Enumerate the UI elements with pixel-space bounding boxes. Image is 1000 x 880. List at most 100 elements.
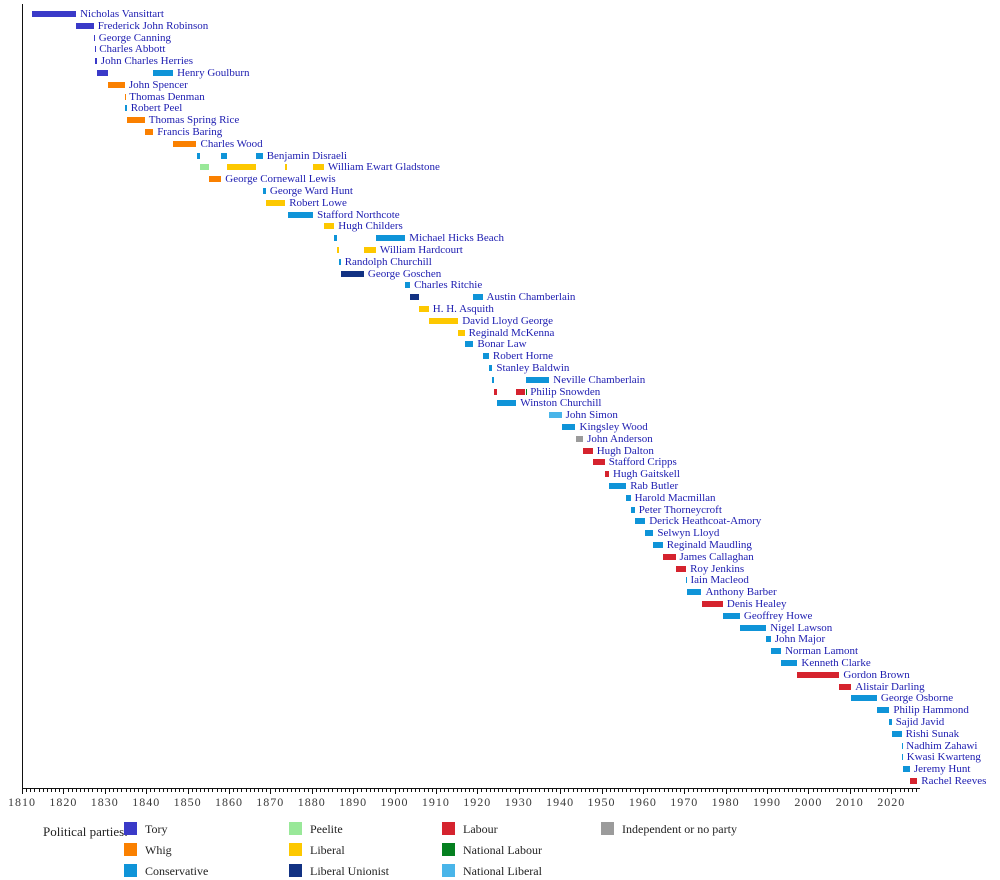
x-axis-minor-tick xyxy=(547,789,549,792)
x-axis-minor-tick xyxy=(618,789,619,792)
chancellor-name: George Cornewall Lewis xyxy=(225,173,336,186)
x-axis-tick-label: 1960 xyxy=(628,795,657,809)
x-axis-minor-tick xyxy=(688,789,690,792)
term-bar xyxy=(428,317,459,324)
x-axis-minor-tick xyxy=(411,789,413,792)
chancellor-name: John Major xyxy=(774,633,826,646)
term-bar xyxy=(313,164,324,171)
x-axis-minor-tick xyxy=(150,789,152,792)
chancellor-name: Charles Ritchie xyxy=(414,279,483,292)
x-axis-minor-tick xyxy=(721,789,723,792)
legend-swatch-national_labour xyxy=(442,843,455,856)
term-bar xyxy=(488,365,493,371)
term-bar xyxy=(153,70,174,76)
x-axis-minor-tick xyxy=(361,789,363,792)
x-axis-minor-tick xyxy=(200,789,201,792)
x-axis-major-tick xyxy=(642,789,644,794)
chancellor-name: Peter Thorneycroft xyxy=(638,503,722,516)
chancellor-name: Winston Churchill xyxy=(520,397,602,410)
x-axis-minor-tick xyxy=(663,789,665,792)
x-axis-minor-tick xyxy=(771,789,773,792)
x-axis-minor-tick xyxy=(626,789,628,792)
x-axis-minor-tick xyxy=(676,789,677,792)
term-bar xyxy=(634,518,646,525)
chancellor-name: Stafford Cripps xyxy=(608,456,677,469)
term-bar xyxy=(739,624,767,631)
chancellor-name: Norman Lamont xyxy=(785,645,859,658)
chancellor-name: Nadhim Zahawi xyxy=(906,739,978,752)
x-axis-minor-tick xyxy=(51,789,52,792)
x-axis-minor-tick xyxy=(671,789,673,792)
x-axis-minor-tick xyxy=(121,789,123,792)
chancellor-name: Randolph Churchill xyxy=(344,255,432,268)
x-axis-minor-tick xyxy=(191,789,193,792)
x-axis-tick-label: 1900 xyxy=(380,795,409,809)
term-bar xyxy=(662,553,676,560)
x-axis-major-tick xyxy=(394,789,396,794)
x-axis-tick-label: 1930 xyxy=(504,795,533,809)
x-axis-minor-tick xyxy=(862,789,864,792)
term-bar xyxy=(458,329,465,336)
x-axis-minor-tick xyxy=(779,789,781,792)
term-bar xyxy=(76,22,94,29)
term-bar xyxy=(561,424,576,430)
x-axis-minor-tick xyxy=(42,789,44,792)
x-axis-minor-tick xyxy=(899,789,901,792)
x-axis-major-tick xyxy=(146,789,148,794)
x-axis-minor-tick xyxy=(423,789,425,792)
chancellor-name: Nigel Lawson xyxy=(770,621,833,634)
x-axis-tick-label: 1970 xyxy=(670,795,699,809)
term-bar xyxy=(909,778,918,784)
x-axis-minor-tick xyxy=(166,789,168,792)
legend-swatch-labour xyxy=(442,822,455,835)
chancellor-name: Rachel Reeves xyxy=(921,775,987,787)
x-axis-minor-tick xyxy=(543,789,545,792)
x-axis-minor-tick xyxy=(700,789,702,792)
x-axis-tick-label: 1840 xyxy=(132,795,161,809)
x-axis-tick-label: 1910 xyxy=(421,795,450,809)
chancellor-name: George Goschen xyxy=(367,267,442,280)
x-axis-minor-tick xyxy=(71,789,73,792)
chancellor-name: William Ewart Gladstone xyxy=(327,161,440,174)
x-axis-minor-tick xyxy=(299,789,301,792)
x-axis-minor-tick xyxy=(709,789,711,792)
x-axis-minor-tick xyxy=(576,789,578,792)
term-bar xyxy=(93,34,95,41)
term-bar xyxy=(336,247,339,253)
x-axis-minor-tick xyxy=(787,789,789,792)
x-axis-minor-tick xyxy=(584,789,586,792)
term-bar xyxy=(473,294,483,301)
x-axis-minor-tick xyxy=(593,789,595,792)
term-bar xyxy=(125,105,127,112)
x-axis-tick-label: 1990 xyxy=(753,795,781,809)
term-bar xyxy=(226,164,256,171)
x-axis-minor-tick xyxy=(895,789,897,792)
chancellor-name: Anthony Barber xyxy=(705,586,777,599)
x-axis-tick-label: 2000 xyxy=(794,795,823,809)
x-axis-minor-tick xyxy=(382,789,384,792)
term-bar xyxy=(287,211,314,218)
x-axis-minor-tick xyxy=(622,789,624,792)
x-axis-minor-tick xyxy=(142,789,143,792)
chancellor-name: Charles Wood xyxy=(200,137,263,150)
x-axis-minor-tick xyxy=(431,789,433,792)
x-axis-minor-tick xyxy=(729,789,731,792)
term-bar xyxy=(31,11,77,17)
chancellor-name: Iain Macleod xyxy=(690,574,749,587)
x-axis-minor-tick xyxy=(713,789,715,792)
term-bar xyxy=(604,471,609,478)
x-axis-tick-label: 1890 xyxy=(339,795,368,809)
term-bar xyxy=(108,81,125,88)
x-axis-major-tick xyxy=(22,789,23,794)
x-axis-minor-tick xyxy=(406,789,408,792)
x-axis-minor-tick xyxy=(373,789,375,792)
term-bar xyxy=(686,589,702,596)
term-bar xyxy=(410,294,420,301)
x-axis-minor-tick xyxy=(738,789,739,792)
term-bar xyxy=(549,412,562,419)
x-axis-minor-tick xyxy=(572,789,574,792)
x-axis-minor-tick xyxy=(655,789,657,792)
x-axis-major-tick xyxy=(229,789,230,794)
x-axis-minor-tick xyxy=(332,789,334,792)
legend-label-independent: Independent or no party xyxy=(622,822,737,836)
